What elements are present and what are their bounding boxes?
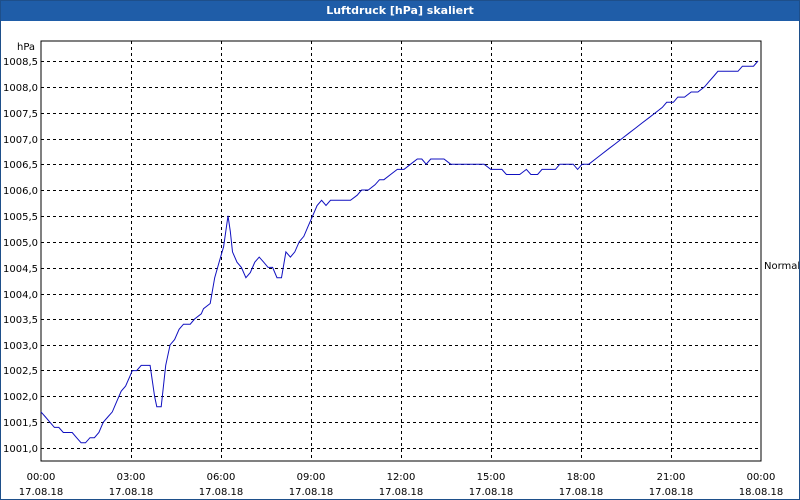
y-tick-label: 1001,5	[3, 418, 38, 429]
y-tick-label: 1005,5	[3, 212, 38, 223]
x-tick-date-label: 17.08.18	[649, 487, 694, 498]
y-tick-label: 1002,5	[3, 366, 38, 377]
x-tick-time-label: 06:00	[207, 472, 236, 483]
x-tick-time-label: 09:00	[297, 472, 326, 483]
y-tick-label: 1002,0	[3, 392, 38, 403]
y-tick-label: 1006,5	[3, 160, 38, 171]
y-tick-label: 1007,5	[3, 109, 38, 120]
y-tick-labels: 1001,0 1001,5 1002,0 1002,5 1003,0 1003,5 1004…	[3, 57, 38, 455]
x-tick-time-label: 15:00	[477, 472, 506, 483]
x-tick-date-label: 18.08.18	[739, 487, 784, 498]
y-tick-label: 1003,0	[3, 341, 38, 352]
y-tick-label: 1008,0	[3, 83, 38, 94]
x-tick-date-label: 17.08.18	[109, 487, 154, 498]
x-tick-time-label: 21:00	[657, 472, 686, 483]
y-tick-label: 1001,0	[3, 444, 38, 455]
x-tick-date-label: 17.08.18	[469, 487, 514, 498]
y-tick-label: 1007,0	[3, 135, 38, 146]
x-tick-time-label: 12:00	[387, 472, 416, 483]
x-tick-date-label: 17.08.18	[379, 487, 424, 498]
x-tick-time-label: 00:00	[747, 472, 776, 483]
grid-lines	[41, 41, 761, 461]
y-axis-unit: hPa	[17, 42, 35, 53]
y-tick-label: 1005,0	[3, 238, 38, 249]
y-tick-label: 1004,0	[3, 290, 38, 301]
pressure-series-line	[40, 60, 759, 444]
normal-reference-label: Normal	[764, 261, 799, 272]
x-tick-date-label: 17.08.18	[559, 487, 604, 498]
x-tick-date-label: 17.08.18	[289, 487, 334, 498]
y-tick-label: 1003,5	[3, 315, 38, 326]
x-tick-date-label: 17.08.18	[199, 487, 244, 498]
x-tick-date-label: 17.08.18	[19, 487, 64, 498]
x-tick-time-label: 03:00	[117, 472, 146, 483]
x-tick-time-label: 18:00	[567, 472, 596, 483]
y-tick-label: 1008,5	[3, 57, 38, 68]
x-tick-labels: 00:00 17.08.18 03:00 17.08.18 06:00 17.08.18 0…	[19, 472, 784, 498]
y-tick-label: 1004,5	[3, 264, 38, 275]
x-tick-time-label: 00:00	[27, 472, 56, 483]
chart-title: Luftdruck [hPa] skaliert	[1, 1, 799, 21]
y-tick-label: 1006,0	[3, 186, 38, 197]
